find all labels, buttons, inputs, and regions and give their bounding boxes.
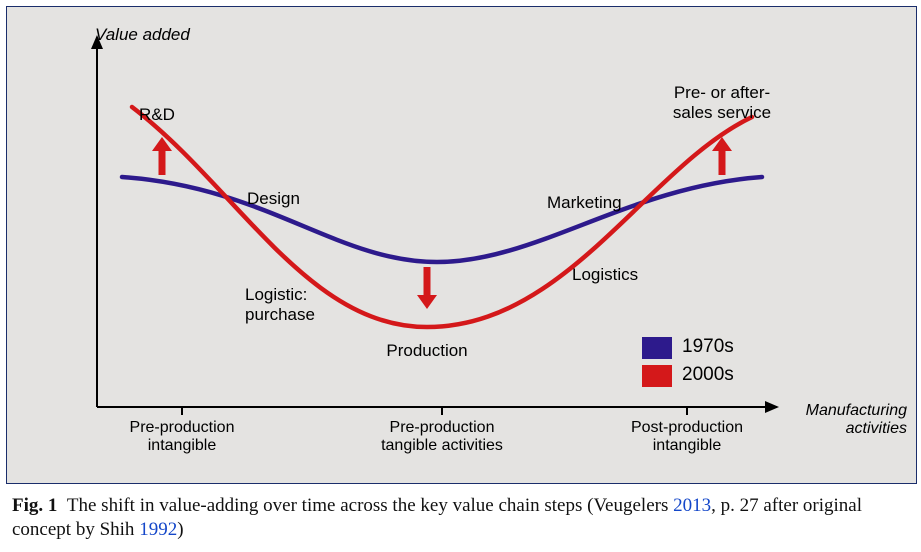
stage-label-6: Pre- or after-sales service (673, 83, 771, 123)
caption-fig-label: Fig. 1 (12, 495, 57, 516)
caption-cite-a: 2013 (673, 495, 711, 516)
legend-label-1: 2000s (682, 364, 734, 386)
x-tick-label-2: Post-productionintangible (631, 419, 743, 455)
stage-label-2: Logistic:purchase (245, 285, 315, 325)
stage-label-4: Logistics (572, 265, 638, 285)
caption-cite-b: 1992 (139, 519, 177, 540)
caption-text: The shift in value-adding over time acro… (67, 495, 673, 516)
legend-label-0: 1970s (682, 336, 734, 358)
stage-label-0: R&D (139, 105, 175, 125)
stage-label-3: Production (386, 341, 467, 361)
x-tick-label-1: Pre-productiontangible activities (381, 419, 503, 455)
chart-overlay: Value added Manufacturingactivities Pre-pr… (7, 7, 916, 483)
stage-label-5: Marketing (547, 193, 622, 213)
figure-caption: Fig. 1 The shift in value-adding over ti… (6, 484, 921, 542)
x-axis-label: Manufacturingactivities (806, 402, 907, 438)
stage-label-1: Design (247, 189, 300, 209)
legend-swatch-1 (642, 365, 672, 387)
smile-curve-chart: Value added Manufacturingactivities Pre-pr… (6, 6, 917, 484)
x-tick-label-0: Pre-productionintangible (130, 419, 235, 455)
legend-swatch-0 (642, 337, 672, 359)
y-axis-label: Value added (95, 25, 190, 45)
